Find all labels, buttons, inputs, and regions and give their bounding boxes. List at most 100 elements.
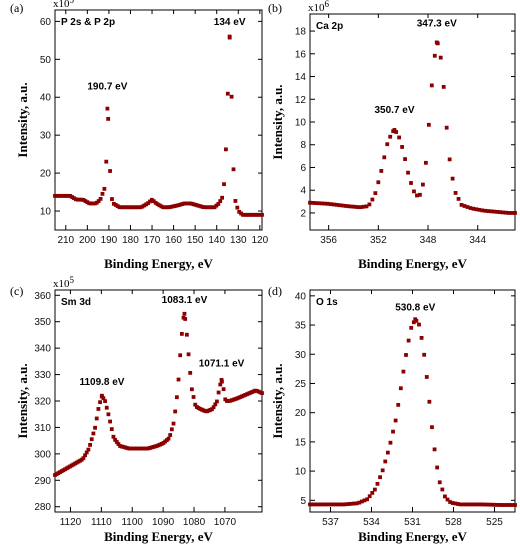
data-point: [471, 206, 476, 211]
data-point: [221, 387, 226, 392]
data-point: [83, 453, 87, 458]
data-point: [415, 193, 419, 198]
y-tick-label: 40: [40, 93, 52, 104]
data-point: [211, 405, 216, 410]
data-point: [178, 353, 183, 358]
data-point: [492, 502, 497, 507]
data-point: [231, 167, 236, 172]
data-point: [322, 201, 327, 206]
data-point: [328, 202, 333, 207]
data-point: [437, 480, 442, 485]
x-tick-label: 160: [165, 235, 182, 246]
data-point: [334, 502, 338, 507]
data-point: [393, 418, 398, 423]
data-point: [438, 55, 443, 60]
data-point: [361, 204, 366, 209]
x-tick-label: 170: [144, 235, 161, 246]
data-point: [336, 502, 341, 507]
panel-letter: (a): [10, 1, 23, 15]
x-tick-label: 531: [404, 517, 421, 528]
x-tick-label: 1110: [91, 517, 112, 528]
y-tick-label: 300: [34, 449, 51, 460]
peak-annotation: 1083.1 eV: [162, 295, 208, 306]
data-point: [427, 399, 432, 404]
panel-letter: (d): [268, 284, 282, 298]
data-point: [53, 473, 57, 477]
data-point: [443, 494, 447, 499]
y-tick-label: 14: [295, 72, 307, 83]
y-tick-label: 15: [295, 437, 307, 448]
data-point: [106, 116, 111, 121]
data-point: [352, 501, 357, 506]
data-point: [367, 202, 372, 207]
x-tick-label: 1120: [60, 517, 82, 528]
data-point: [337, 203, 342, 208]
data-point: [181, 315, 186, 320]
data-point: [497, 503, 502, 507]
data-point: [400, 145, 405, 149]
data-point: [354, 501, 359, 506]
data-point: [492, 209, 497, 214]
y-tick-label: 40: [295, 291, 307, 302]
multiplier-base: x10: [308, 2, 325, 14]
y-tick-label: 10: [40, 207, 52, 218]
data-point: [169, 427, 174, 432]
data-point: [229, 94, 234, 99]
y-tick-label: 2: [300, 208, 306, 219]
x-tick-label: 130: [230, 235, 247, 246]
data-point: [104, 159, 109, 164]
data-point: [343, 204, 348, 208]
y-tick-label: 12: [295, 95, 307, 106]
data-point: [347, 502, 351, 506]
x-tick-label: 525: [486, 517, 503, 528]
data-point: [401, 369, 406, 374]
x-tick-label: 1090: [152, 517, 175, 528]
data-point: [510, 503, 515, 507]
plot-frame: [309, 13, 516, 231]
y-axis-label: Intensity, a.u.: [270, 363, 285, 438]
data-point: [388, 440, 393, 445]
x-tick-label: 190: [101, 235, 118, 246]
data-point: [489, 502, 494, 507]
y-tick-label: 360: [34, 291, 51, 302]
data-point: [396, 402, 401, 407]
y-axis-label: Intensity, a.u.: [15, 82, 30, 157]
axis-multiplier: x105: [53, 0, 75, 10]
data-point: [321, 502, 325, 507]
data-point: [432, 447, 437, 452]
multiplier-base: x10: [53, 278, 70, 290]
data-point: [53, 193, 57, 198]
data-point: [313, 502, 318, 507]
y-tick-label: 50: [40, 55, 52, 66]
data-point: [507, 503, 512, 507]
data-point: [474, 502, 478, 507]
y-tick-label: 330: [34, 370, 51, 381]
y-tick-label: 25: [295, 379, 307, 390]
data-point: [440, 487, 445, 492]
y-tick-label: 290: [34, 476, 51, 487]
y-tick-label: 8: [300, 140, 306, 151]
data-point: [500, 503, 504, 507]
plot-frame: [54, 9, 263, 231]
data-point: [367, 494, 372, 499]
data-point: [432, 53, 437, 58]
panel-title: Sm 3d: [61, 297, 91, 308]
data-point: [423, 160, 428, 165]
panel-title: P 2s & P 2p: [61, 17, 115, 28]
x-axis-label: Binding Energy, eV: [104, 529, 213, 544]
x-tick-label: 1080: [183, 517, 206, 528]
data-point: [498, 210, 503, 215]
data-point: [489, 209, 494, 214]
x-tick-label: 120: [252, 235, 269, 246]
data-point: [453, 501, 458, 506]
data-point: [417, 322, 421, 327]
data-point: [456, 196, 461, 201]
x-tick-label: 1070: [214, 517, 237, 528]
data-point: [346, 204, 351, 209]
axis-multiplier: x106: [308, 0, 330, 14]
x-tick-label: 140: [208, 235, 225, 246]
data-point: [188, 370, 193, 375]
y-tick-label: 20: [40, 169, 52, 180]
data-point: [334, 202, 339, 207]
